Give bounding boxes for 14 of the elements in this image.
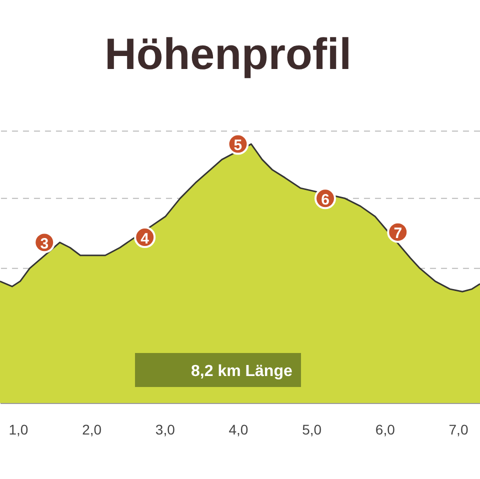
annotation: 5 (234, 137, 242, 154)
annotation: 6 (321, 191, 330, 208)
x-tick-label: 3,0 (155, 422, 176, 438)
annotation: 7 (394, 225, 402, 242)
x-tick-label: 5,0 (302, 422, 322, 438)
series-label: 8,2 km Länge (191, 363, 292, 380)
x-tick-label: 4,0 (228, 422, 248, 438)
annotation: 4 (140, 230, 150, 248)
x-tick-label: 7,0 (448, 422, 468, 438)
x-tick-label: 2,0 (82, 422, 102, 438)
chart-title: Höhenprofil (104, 30, 352, 79)
x-tick-label: 6,0 (375, 422, 396, 438)
annotation: 3 (40, 235, 49, 252)
x-tick-label: 1,0 (8, 422, 28, 438)
